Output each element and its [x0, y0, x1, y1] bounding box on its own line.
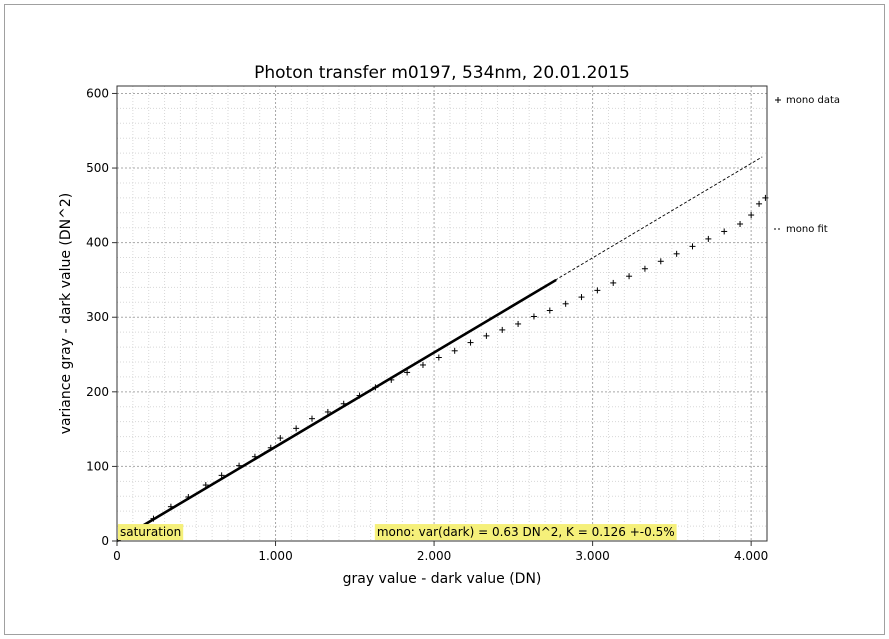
data-point — [673, 250, 680, 257]
data-point — [372, 384, 379, 391]
legend: mono data mono fit — [774, 95, 840, 235]
data-point — [578, 294, 585, 301]
annotation-label: saturation — [118, 524, 184, 541]
y-tick-label: 600 — [86, 86, 109, 100]
data-point — [483, 332, 490, 339]
data-point — [324, 408, 331, 415]
plot-area — [117, 86, 767, 541]
data-point — [419, 361, 426, 368]
data-point — [236, 462, 243, 469]
y-tick-label: 400 — [86, 236, 109, 250]
y-tick-label: 0 — [101, 534, 109, 548]
y-tick-label: 100 — [86, 459, 109, 473]
major-grid — [117, 86, 767, 541]
data-point — [309, 415, 315, 422]
x-tick-label: 4.000 — [734, 549, 768, 563]
data-point — [451, 347, 458, 354]
data-point — [594, 287, 601, 294]
data-point — [705, 235, 712, 242]
data-point — [721, 228, 728, 235]
data-point — [356, 392, 363, 399]
data-point — [467, 339, 474, 346]
y-tick-label: 300 — [86, 310, 109, 324]
data-point — [641, 265, 648, 272]
data-point — [515, 320, 522, 327]
data-point — [748, 212, 755, 219]
svg-text:saturation: saturation — [120, 525, 181, 539]
y-axis-label: variance gray - dark value (DN^2) — [58, 193, 74, 434]
data-point — [499, 326, 506, 333]
svg-text:mono fit: mono fit — [786, 224, 828, 235]
x-tick-label: 2.000 — [417, 549, 451, 563]
data-point — [435, 354, 442, 361]
chart-frame — [4, 4, 885, 635]
x-axis-label: gray value - dark value (DN) — [343, 571, 542, 587]
legend-entry: mono data — [775, 95, 840, 106]
data-point — [150, 515, 157, 522]
y-tick-label: 200 — [86, 385, 109, 399]
data-point — [388, 376, 395, 383]
data-point — [340, 400, 347, 407]
y-axis-ticks: 0 100 200 300 400 500 600 — [86, 86, 117, 548]
data-point — [167, 503, 174, 510]
data-point — [610, 279, 617, 286]
data-point — [530, 313, 537, 320]
data-point — [185, 493, 192, 500]
data-point — [737, 220, 744, 227]
x-axis-ticks: 0 1.000 2.000 3.000 4.000 — [113, 541, 768, 563]
data-point — [202, 482, 209, 489]
chart-title: Photon transfer m0197, 534nm, 20.01.2015 — [254, 63, 630, 83]
data-point — [657, 258, 664, 265]
legend-entry: mono fit — [774, 224, 828, 235]
data-point — [626, 273, 633, 280]
annotations: saturation mono: var(dark) = 0.63 DN^2, K… — [118, 524, 677, 541]
annotation-label: mono: var(dark) = 0.63 DN^2, K = 0.126 +… — [374, 524, 677, 541]
x-tick-label: 0 — [113, 549, 121, 563]
data-point — [689, 243, 696, 250]
y-tick-label: 500 — [86, 161, 109, 175]
x-tick-label: 1.000 — [258, 549, 292, 563]
data-point — [251, 453, 258, 460]
data-point — [756, 200, 763, 207]
data-point — [562, 300, 569, 307]
data-point — [267, 444, 274, 451]
data-point — [218, 472, 225, 479]
data-point — [293, 425, 300, 432]
data-point — [546, 307, 553, 314]
data-point — [277, 435, 284, 442]
x-tick-label: 3.000 — [575, 549, 609, 563]
svg-text:mono: var(dark) = 0.63 DN^2, K: mono: var(dark) = 0.63 DN^2, K = 0.126 +… — [377, 525, 675, 539]
plot-border — [116, 85, 768, 542]
data-point — [404, 369, 411, 376]
svg-text:mono data: mono data — [786, 95, 840, 106]
